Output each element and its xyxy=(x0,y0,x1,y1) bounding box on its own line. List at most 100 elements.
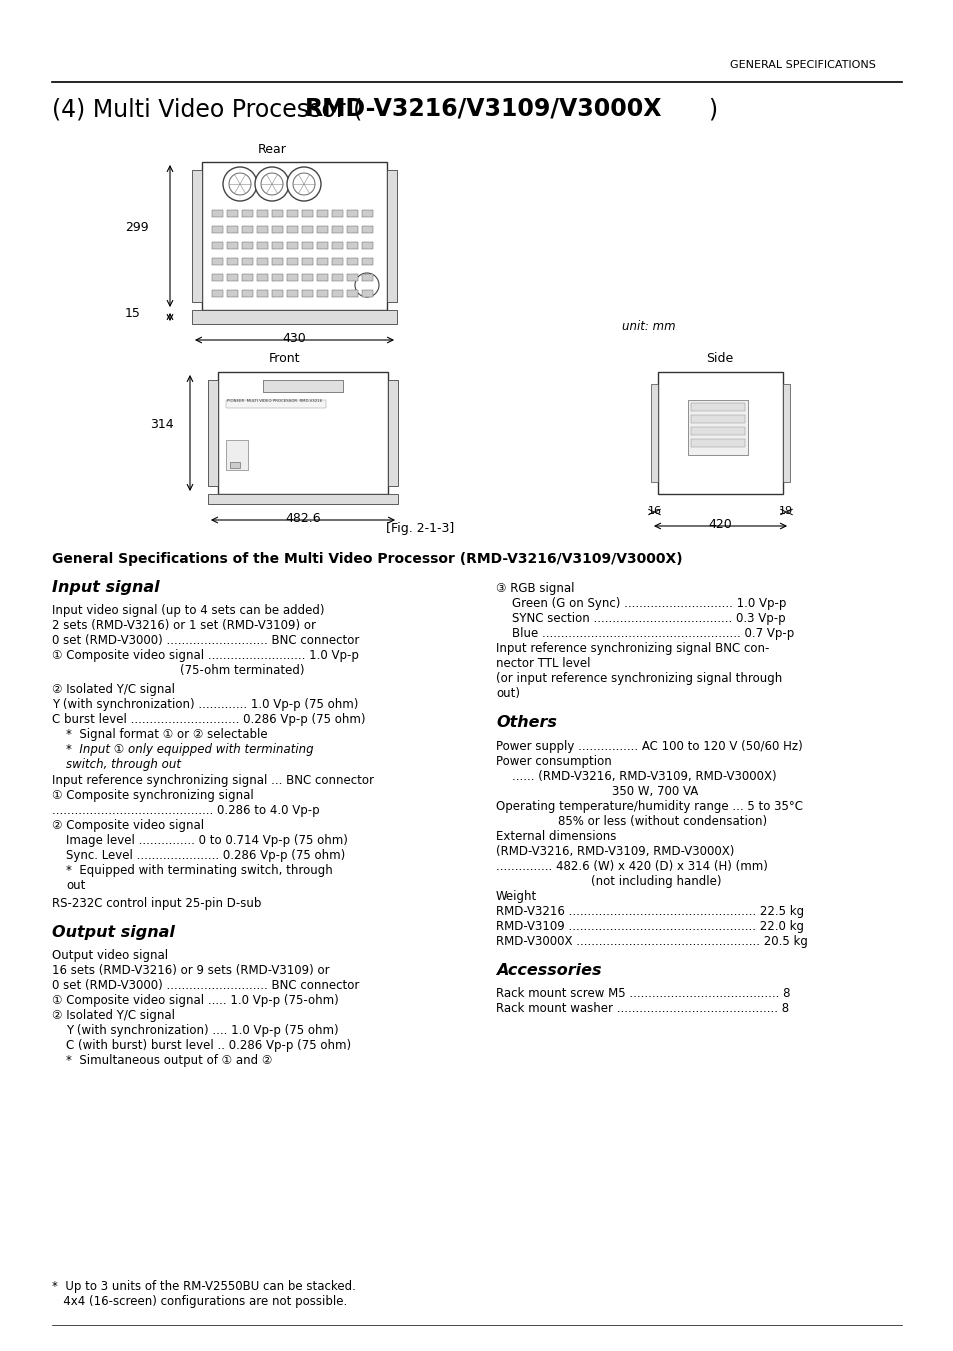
Text: (or input reference synchronizing signal through: (or input reference synchronizing signal… xyxy=(496,671,781,685)
Text: switch, through out: switch, through out xyxy=(66,758,181,771)
Text: Power supply ................ AC 100 to 120 V (50/60 Hz): Power supply ................ AC 100 to … xyxy=(496,740,801,753)
Bar xyxy=(287,226,297,232)
Circle shape xyxy=(355,273,378,297)
Text: Rack mount screw M5 ........................................ 8: Rack mount screw M5 ....................… xyxy=(496,988,790,1000)
Circle shape xyxy=(254,168,289,201)
Text: *  Equipped with terminating switch, through: * Equipped with terminating switch, thro… xyxy=(66,865,333,877)
Bar xyxy=(361,290,373,297)
Bar xyxy=(347,226,357,232)
Bar xyxy=(272,209,283,218)
Bar xyxy=(302,242,313,249)
Text: ............... 482.6 (W) x 420 (D) x 314 (H) (mm): ............... 482.6 (W) x 420 (D) x 31… xyxy=(496,861,767,873)
Text: nector TTL level: nector TTL level xyxy=(496,657,590,670)
Text: Weight: Weight xyxy=(496,890,537,902)
Bar xyxy=(227,226,237,232)
Bar xyxy=(230,462,240,467)
Bar xyxy=(272,274,283,281)
Text: Power consumption: Power consumption xyxy=(496,755,611,767)
Text: Input signal: Input signal xyxy=(52,580,159,594)
Bar xyxy=(287,290,297,297)
Bar xyxy=(347,258,357,265)
Bar xyxy=(208,494,397,504)
Bar xyxy=(287,274,297,281)
Text: out: out xyxy=(66,880,85,892)
Text: Rack mount washer ........................................... 8: Rack mount washer ......................… xyxy=(496,1002,788,1015)
Bar xyxy=(242,274,253,281)
Bar xyxy=(361,258,373,265)
Bar xyxy=(332,242,343,249)
Text: Input reference synchronizing signal ... BNC connector: Input reference synchronizing signal ...… xyxy=(52,774,374,788)
Bar xyxy=(263,380,343,392)
Bar xyxy=(272,258,283,265)
Bar xyxy=(287,209,297,218)
Bar xyxy=(316,258,328,265)
Bar xyxy=(332,209,343,218)
Bar xyxy=(302,258,313,265)
Text: 0 set (RMD-V3000) ........................... BNC connector: 0 set (RMD-V3000) ......................… xyxy=(52,634,359,647)
Bar xyxy=(690,403,744,411)
Text: ① Composite video signal .......................... 1.0 Vp-p: ① Composite video signal ...............… xyxy=(52,648,358,662)
Text: 314: 314 xyxy=(150,417,173,431)
Bar xyxy=(347,209,357,218)
Text: unit: mm: unit: mm xyxy=(621,320,675,332)
Bar xyxy=(242,290,253,297)
Text: Blue ..................................................... 0.7 Vp-p: Blue ...................................… xyxy=(512,627,794,640)
Bar xyxy=(782,384,789,482)
Bar xyxy=(227,274,237,281)
Bar xyxy=(242,242,253,249)
Text: RMD-V3216 .................................................. 22.5 kg: RMD-V3216 ..............................… xyxy=(496,905,803,917)
Text: RMD-V3216/V3109/V3000X: RMD-V3216/V3109/V3000X xyxy=(305,97,661,122)
Text: *  Signal format ① or ② selectable: * Signal format ① or ② selectable xyxy=(66,728,268,740)
Text: *  Up to 3 units of the RM-V2550BU can be stacked.: * Up to 3 units of the RM-V2550BU can be… xyxy=(52,1279,355,1293)
Text: ① Composite synchronizing signal: ① Composite synchronizing signal xyxy=(52,789,253,802)
Bar xyxy=(212,274,223,281)
Text: 16: 16 xyxy=(647,507,661,516)
Bar xyxy=(227,290,237,297)
Bar xyxy=(202,162,387,309)
Bar xyxy=(192,170,202,303)
Bar xyxy=(361,226,373,232)
Bar xyxy=(658,372,782,494)
Bar xyxy=(316,226,328,232)
Text: 299: 299 xyxy=(125,222,149,234)
Bar xyxy=(316,274,328,281)
Bar xyxy=(256,290,268,297)
Text: Y (with synchronization) ............. 1.0 Vp-p (75 ohm): Y (with synchronization) ............. 1… xyxy=(52,698,358,711)
Bar xyxy=(687,400,747,455)
Text: 16 sets (RMD-V3216) or 9 sets (RMD-V3109) or: 16 sets (RMD-V3216) or 9 sets (RMD-V3109… xyxy=(52,965,330,977)
Text: 430: 430 xyxy=(282,332,306,345)
Bar xyxy=(316,290,328,297)
Bar xyxy=(347,274,357,281)
Text: out): out) xyxy=(496,688,519,700)
Bar xyxy=(226,440,248,470)
Text: 420: 420 xyxy=(707,517,731,531)
Bar xyxy=(242,258,253,265)
Bar xyxy=(272,242,283,249)
Text: Input video signal (up to 4 sets can be added): Input video signal (up to 4 sets can be … xyxy=(52,604,324,617)
Bar xyxy=(302,274,313,281)
Bar xyxy=(302,209,313,218)
Bar xyxy=(212,226,223,232)
Bar xyxy=(316,242,328,249)
Text: RS-232C control input 25-pin D-sub: RS-232C control input 25-pin D-sub xyxy=(52,897,261,911)
Text: (not including handle): (not including handle) xyxy=(590,875,720,888)
Text: Output video signal: Output video signal xyxy=(52,948,168,962)
Bar xyxy=(212,258,223,265)
Text: (4) Multi Video Processor (: (4) Multi Video Processor ( xyxy=(52,97,362,122)
Bar xyxy=(287,242,297,249)
Text: Side: Side xyxy=(705,353,733,365)
Text: SYNC section ..................................... 0.3 Vp-p: SYNC section ...........................… xyxy=(512,612,785,626)
Circle shape xyxy=(293,173,314,195)
Text: Input reference synchronizing signal BNC con-: Input reference synchronizing signal BNC… xyxy=(496,642,768,655)
Text: RMD-V3000X ................................................. 20.5 kg: RMD-V3000X .............................… xyxy=(496,935,807,948)
Text: GENERAL SPECIFICATIONS: GENERAL SPECIFICATIONS xyxy=(729,59,875,70)
Bar xyxy=(242,226,253,232)
Text: 4x4 (16-screen) configurations are not possible.: 4x4 (16-screen) configurations are not p… xyxy=(52,1296,347,1308)
Bar xyxy=(332,258,343,265)
Text: [Fig. 2-1-3]: [Fig. 2-1-3] xyxy=(385,521,454,535)
Text: Others: Others xyxy=(496,715,557,730)
Bar xyxy=(287,258,297,265)
Bar xyxy=(388,380,397,486)
Bar xyxy=(256,258,268,265)
Bar xyxy=(227,209,237,218)
